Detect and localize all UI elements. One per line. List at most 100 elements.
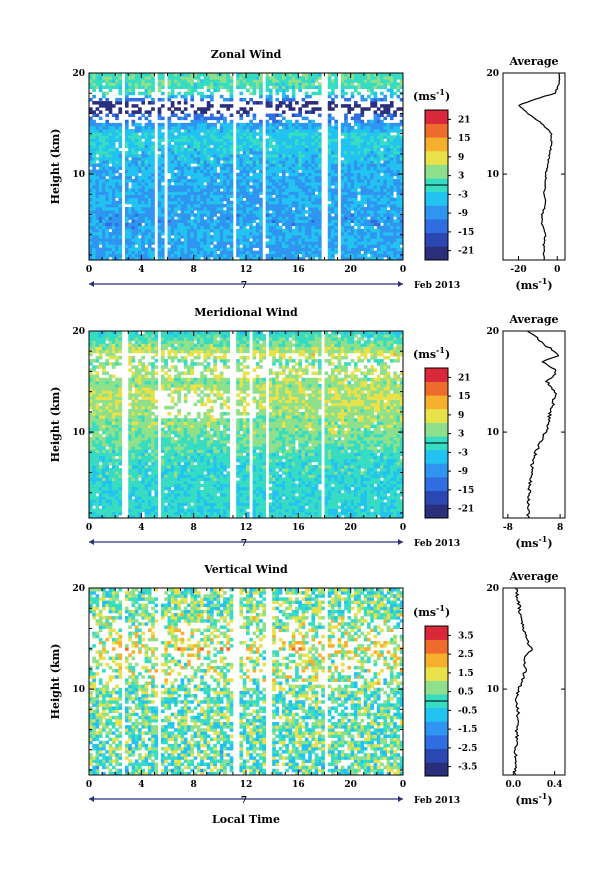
heatmap-cell	[344, 222, 348, 227]
heatmap-cell	[389, 250, 394, 255]
heatmap-cell	[160, 175, 165, 180]
heatmap-cell	[367, 73, 371, 77]
heatmap-cell	[131, 256, 136, 261]
heatmap-cell	[193, 85, 198, 89]
heatmap-cell	[301, 163, 306, 167]
heatmap-cell	[196, 178, 201, 183]
heatmap-cell	[108, 160, 113, 164]
heatmap-cell	[363, 135, 368, 139]
heatmap-cell	[89, 387, 93, 391]
heatmap-cell	[373, 194, 378, 199]
heatmap-cell	[327, 91, 332, 96]
heatmap-cell	[311, 110, 316, 114]
heatmap-cell	[187, 166, 191, 171]
heatmap-cell	[314, 213, 319, 217]
heatmap-cell	[314, 79, 319, 83]
heatmap-cell	[308, 76, 312, 80]
heatmap-cell	[393, 219, 397, 223]
heatmap-cell	[376, 241, 381, 245]
heatmap-cell	[370, 231, 374, 236]
heatmap-cell	[210, 247, 214, 252]
heatmap-cell	[187, 231, 191, 236]
heatmap-cell	[157, 172, 162, 177]
heatmap-cell	[291, 200, 296, 205]
heatmap-cell	[399, 122, 404, 127]
heatmap-cell	[249, 241, 253, 245]
heatmap-cell	[170, 101, 175, 105]
heatmap-cell	[98, 97, 103, 102]
heatmap-cell	[370, 135, 374, 139]
heatmap-cell	[389, 150, 394, 155]
heatmap-cell	[151, 150, 155, 155]
heatmap-cell	[314, 160, 319, 164]
heatmap-cell	[138, 231, 142, 236]
heatmap-cell	[363, 73, 368, 77]
heatmap-cell	[170, 147, 175, 152]
heatmap-cell	[95, 141, 100, 146]
heatmap-cell	[236, 219, 240, 223]
heatmap-cell	[376, 147, 381, 152]
heatmap-cell	[229, 119, 234, 124]
heatmap-cell	[134, 110, 139, 114]
heatmap-cell	[370, 125, 374, 130]
heatmap-cell	[301, 203, 306, 208]
heatmap-cell	[177, 91, 181, 96]
heatmap-cell	[344, 250, 348, 255]
heatmap-cell	[259, 200, 263, 205]
heatmap-cell	[193, 144, 198, 149]
heatmap-cell	[160, 185, 165, 189]
heatmap-cell	[370, 138, 374, 142]
heatmap-cell	[98, 399, 103, 404]
heatmap-cell	[89, 480, 93, 485]
heatmap-cell	[180, 178, 185, 183]
heatmap-cell	[278, 213, 283, 217]
heatmap-cell	[285, 97, 289, 102]
heatmap-cell	[367, 182, 371, 186]
heatmap-cell	[138, 91, 142, 96]
heatmap-cell	[380, 141, 384, 146]
y-tick-label: 10	[72, 170, 85, 180]
heatmap-cell	[396, 225, 401, 230]
heatmap-cell	[268, 135, 273, 139]
heatmap-cell	[367, 250, 371, 255]
heatmap-cell	[203, 194, 208, 199]
heatmap-cell	[128, 132, 132, 136]
heatmap-cell	[383, 250, 388, 255]
heatmap-cell	[249, 253, 253, 258]
heatmap-cell	[304, 244, 309, 248]
heatmap-cell	[115, 203, 119, 208]
heatmap-cell	[111, 82, 116, 86]
heatmap-cell	[190, 191, 195, 195]
heatmap-cell	[370, 194, 374, 199]
heatmap-cell	[281, 97, 286, 102]
heatmap-cell	[102, 253, 106, 258]
heatmap-cell	[200, 185, 204, 189]
heatmap-cell	[102, 337, 106, 341]
heatmap-cell	[95, 194, 100, 199]
heatmap-cell	[259, 213, 263, 217]
heatmap-cell	[98, 231, 103, 236]
heatmap-cell	[327, 253, 332, 258]
heatmap-cell	[147, 73, 152, 77]
heatmap-cell	[144, 150, 149, 155]
heatmap-cell	[268, 182, 273, 186]
heatmap-cell	[115, 79, 119, 83]
heatmap-cell	[124, 238, 129, 242]
heatmap-cell	[219, 154, 224, 158]
heatmap-cell	[210, 113, 214, 118]
heatmap-cell	[203, 129, 208, 133]
heatmap-cell	[95, 433, 100, 438]
heatmap-cell	[239, 160, 244, 164]
heatmap-cell	[288, 144, 293, 149]
heatmap-cell	[393, 207, 397, 211]
heatmap-cell	[314, 200, 319, 205]
heatmap-cell	[193, 247, 198, 252]
heatmap-cell	[177, 122, 181, 127]
heatmap-cell	[285, 256, 289, 261]
heatmap-cell	[272, 235, 276, 239]
heatmap-cell	[272, 166, 276, 171]
heatmap-cell	[347, 104, 352, 108]
heatmap-cell	[89, 85, 93, 89]
heatmap-cell	[147, 88, 152, 93]
heatmap-cell	[259, 203, 263, 208]
